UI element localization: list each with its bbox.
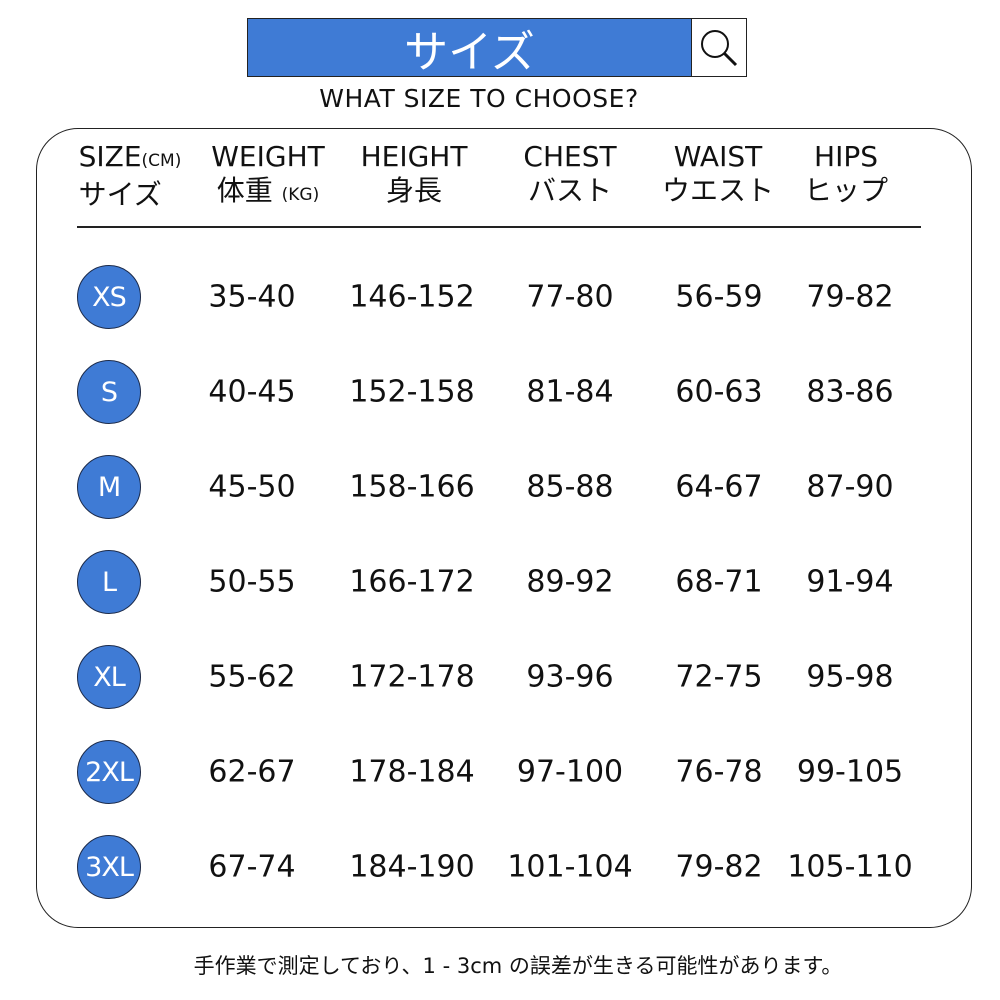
header-height-en: HEIGHT [360,140,468,173]
footnote: 手作業で測定しており、1 - 3cm の誤差が生きる可能性があります。 [193,954,843,978]
header-chest-jp: バスト [527,174,612,207]
cell-height: 178-184 [349,754,475,790]
cell-chest: 85-88 [526,469,614,505]
header-waist: WAIST ウエスト [662,140,774,208]
cell-waist: 72-75 [675,659,763,695]
cell-weight: 62-67 [208,754,296,790]
cell-weight: 50-55 [208,564,296,600]
size-badge: 3XL [77,835,141,899]
cell-waist: 68-71 [675,564,763,600]
cell-weight: 35-40 [208,279,296,315]
size-badge: S [77,360,141,424]
cell-waist: 56-59 [675,279,763,315]
size-badge: XS [77,265,141,329]
header-weight-jp: 体重 [216,174,273,207]
header-hips-jp: ヒップ [803,174,889,207]
size-badge: L [77,550,141,614]
header-size-en: SIZE [78,140,142,173]
cell-waist: 79-82 [675,849,763,885]
title: サイズ [248,19,692,78]
cell-height: 184-190 [349,849,475,885]
subtitle: WHAT SIZE TO CHOOSE? [319,84,639,113]
size-badge: 2XL [77,740,141,804]
header-weight: WEIGHT 体重 (KG) [211,140,325,212]
cell-waist: 64-67 [675,469,763,505]
header-weight-unit: (KG) [281,185,320,205]
header-hips: HIPS ヒップ [804,140,888,208]
header-chest: CHEST バスト [523,140,616,208]
header-size-unit: (CM) [141,151,182,171]
cell-chest: 89-92 [526,564,614,600]
cell-hips: 91-94 [806,564,894,600]
header-size: SIZE(CM) サイズ [79,140,182,212]
size-table-panel [36,128,972,928]
cell-hips: 95-98 [806,659,894,695]
cell-height: 158-166 [349,469,475,505]
header-size-jp: サイズ [78,178,162,211]
cell-chest: 101-104 [507,849,633,885]
cell-chest: 97-100 [516,754,624,790]
cell-hips: 105-110 [787,849,913,885]
cell-hips: 83-86 [806,374,894,410]
header-hips-en: HIPS [814,140,878,173]
size-badge: XL [77,645,141,709]
cell-chest: 93-96 [526,659,614,695]
size-badge: M [77,455,141,519]
header-waist-en: WAIST [673,140,763,173]
header-weight-en: WEIGHT [211,140,325,173]
cell-height: 146-152 [349,279,475,315]
header-divider [77,226,921,228]
cell-waist: 60-63 [675,374,763,410]
cell-waist: 76-78 [675,754,763,790]
cell-height: 172-178 [349,659,475,695]
cell-chest: 77-80 [526,279,614,315]
cell-weight: 45-50 [208,469,296,505]
magnifier-icon [692,19,746,76]
cell-weight: 55-62 [208,659,296,695]
cell-hips: 99-105 [796,754,904,790]
header-height-jp: 身長 [385,174,443,207]
cell-hips: 87-90 [806,469,894,505]
cell-chest: 81-84 [526,374,614,410]
cell-hips: 79-82 [806,279,894,315]
cell-height: 152-158 [349,374,475,410]
cell-height: 166-172 [349,564,475,600]
cell-weight: 67-74 [208,849,296,885]
title-bar: サイズ [247,18,747,78]
header-chest-en: CHEST [523,140,617,173]
header-waist-jp: ウエスト [661,174,775,207]
cell-weight: 40-45 [208,374,296,410]
header-height: HEIGHT 身長 [361,140,468,208]
